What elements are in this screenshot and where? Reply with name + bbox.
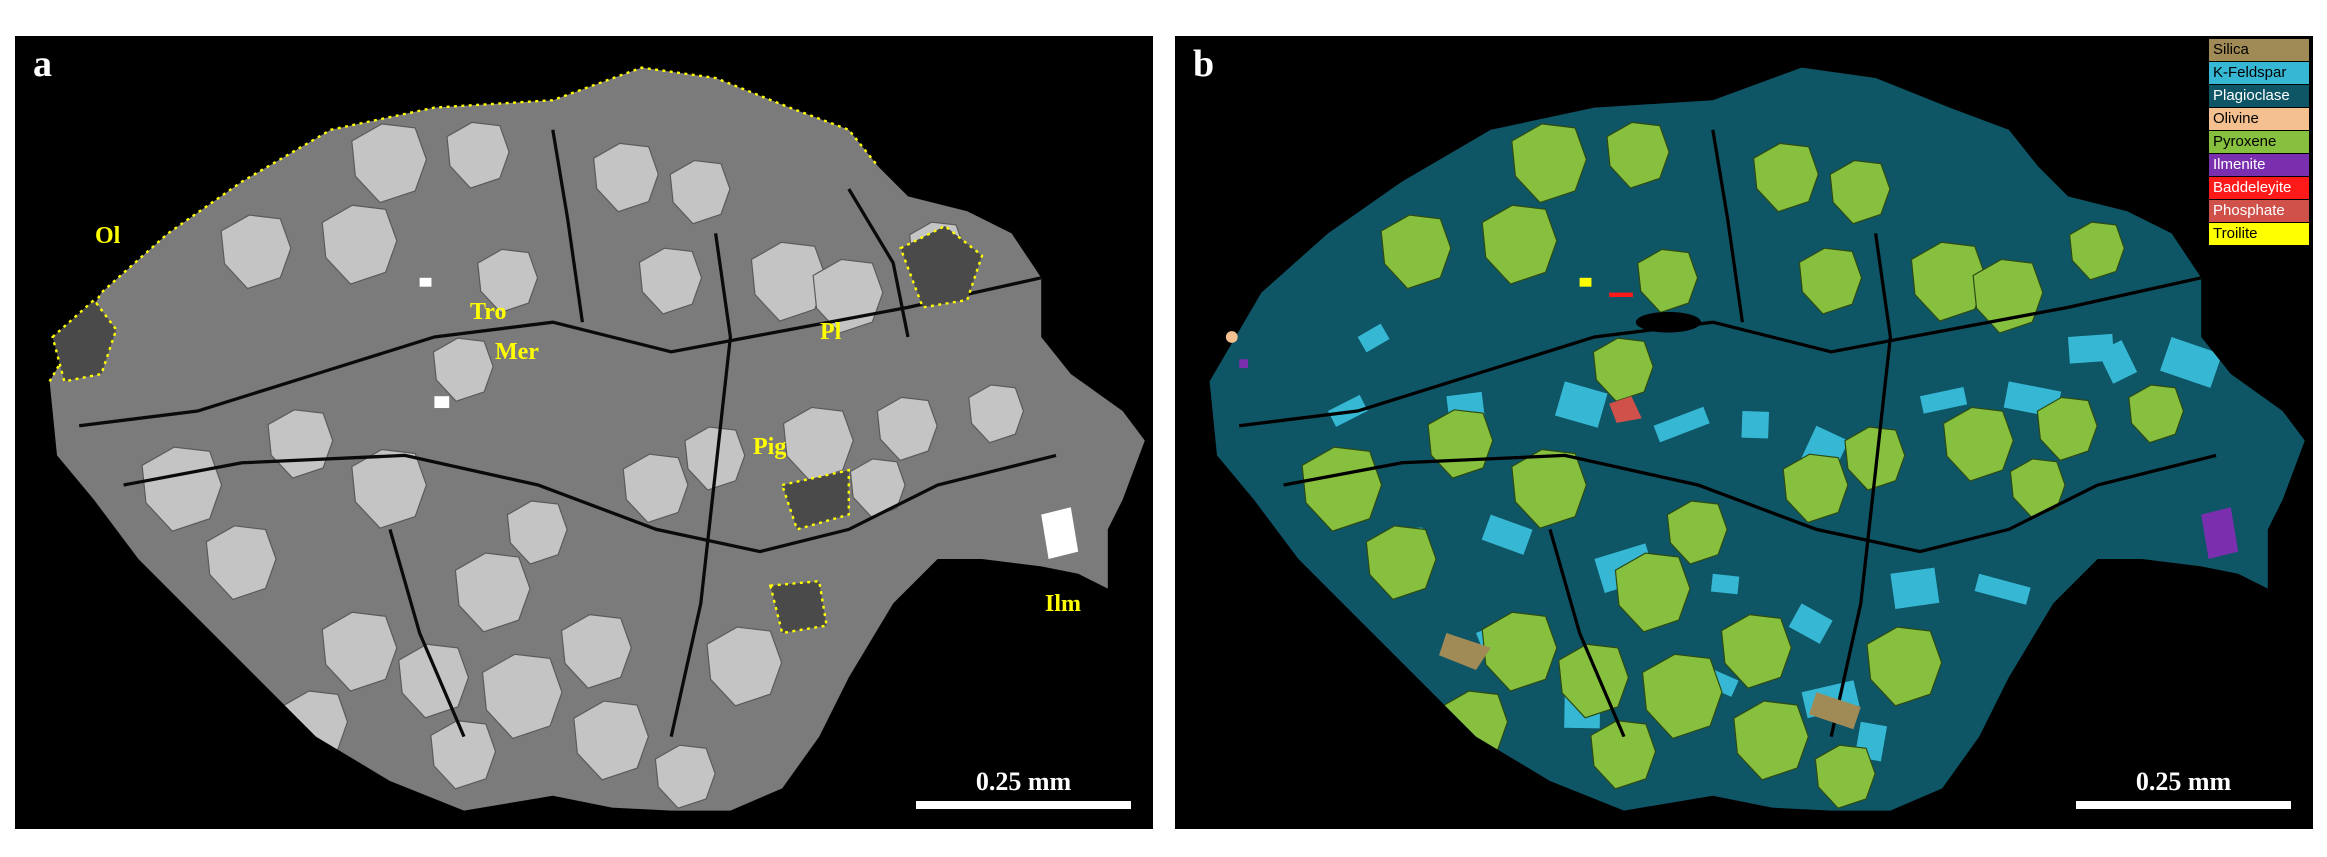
phase-map-rock-section [1209,67,2305,811]
label-olivine: Ol [95,223,121,249]
legend-item-plagioclase: Plagioclase [2209,85,2309,107]
legend-item-troilite: Troilite [2209,223,2309,245]
legend-item-k-feldspar: K-Feldspar [2209,62,2309,84]
label-merrillite: Mer [495,339,539,365]
legend-item-baddeleyite: Baddeleyite [2209,177,2309,199]
crack-lines [78,129,1057,738]
legend-item-ilmenite: Ilmenite [2209,154,2309,176]
label-troilite: Tro [470,299,507,325]
label-ilmenite: Ilm [1045,591,1081,617]
scale-bar-a: 0.25 mm [916,767,1131,809]
scale-label-b: 0.25 mm [2135,767,2232,796]
bse-rock-section [48,66,1145,811]
pyroxene-grains-bse [141,121,1025,809]
crack-lines-map [1238,129,2217,738]
label-plagioclase: Pl [820,319,842,345]
scale-line-b [2076,801,2291,809]
legend-item-silica: Silica [2209,39,2309,61]
legend-item-pyroxene: Pyroxene [2209,131,2309,153]
scale-label-a: 0.25 mm [975,767,1072,796]
legend-item-olivine: Olivine [2209,108,2309,130]
panel-a-bse-image: a Ol Tro Mer Pl Pig Ilm 0.25 mm [15,36,1153,829]
legend-item-phosphate: Phosphate [2209,200,2309,222]
panel-a-letter: a [33,43,52,85]
scale-bar-b: 0.25 mm [2076,767,2291,809]
scale-line-a [916,801,1131,809]
phase-legend: Silica K-Feldspar Plagioclase Olivine Pyroxe… [2209,39,2309,246]
panel-b-phase-map: b Silica K-Feldspar Plagioclase Olivine Pyro… [1175,36,2313,829]
label-pigeonite: Pig [753,434,787,460]
panel-b-letter: b [1193,43,1215,85]
